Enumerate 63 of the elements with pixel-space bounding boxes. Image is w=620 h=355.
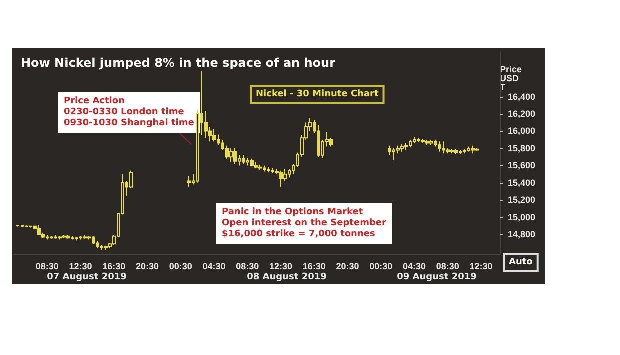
candlestick [212,129,216,142]
candlestick [187,176,191,188]
candlestick [463,148,466,154]
candlestick [404,142,408,151]
candlestick [62,234,66,239]
candlestick [421,138,425,144]
candlestick [229,148,233,163]
y-tick-label: 15,800 [508,143,536,154]
y-tick-label: 16,000 [508,126,536,136]
text: 08 August 2019 [247,272,327,282]
candlestick [471,145,475,154]
x-tick-label: 12:30 [470,262,493,272]
text: 07 August 2019 [47,272,127,282]
x-tick-label: 00:30 [169,262,192,272]
candlestick [104,245,108,251]
x-tick-label: 16:30 [302,262,326,272]
candlestick [454,148,458,156]
y-tick-label: 15,400 [508,178,536,188]
candlestick [429,139,433,146]
candlestick [25,225,28,228]
chart-title: How Nickel jumped 8% in the space of an hour [21,56,336,70]
y-tick-label: 14,800 [508,230,536,240]
annotation: Nickel - 30 Minute Chart [256,90,380,100]
candlestick [438,141,441,152]
text: 09 August 2019 [397,272,477,282]
candlestick [413,136,416,144]
annotation: Price Action 0230-0330 London time 0930-1030 Shanghai time [64,96,194,128]
y-tick-label: 15,200 [508,195,536,206]
candlestick [66,234,70,240]
candlestick [400,144,404,152]
candlestick [450,148,454,154]
candlestick [233,148,237,164]
candlestick [83,234,87,240]
x-tick-label: 08:30 [36,262,59,272]
x-tick-label: 04:30 [202,262,226,272]
candlestick [279,170,283,188]
x-tick-label: 00:30 [370,262,393,272]
candlestick [75,236,78,242]
candlestick [258,164,262,171]
candlestick [242,154,245,164]
x-tick-label: 20:30 [336,262,360,272]
x-tick-label: 12:30 [69,262,92,272]
x-tick-label: 16:30 [102,262,126,272]
y-tick-label: 15,000 [508,212,536,222]
annotation: Panic in the Options Market Open interest on the September $16,000 strike = 7,000 tonnes [222,208,387,240]
x-tick-label: 12:30 [269,262,293,272]
y-tick-label: 16,400 [508,92,536,102]
y-tick-label: 16,200 [508,109,536,120]
candlestick [58,236,62,240]
x-tick-label: 20:30 [136,262,160,272]
candlestick [37,224,41,236]
x-tick-label: 08:30 [436,262,460,272]
candlestick [50,236,53,240]
x-tick-label: 08:30 [236,262,260,272]
candlestick [87,236,91,240]
candlestick [250,158,254,168]
y-tick-label: 15,600 [508,160,536,171]
candlestick [254,162,258,169]
text: Auto [509,258,533,268]
x-tick-label: 04:30 [402,262,426,272]
candlestick [475,148,479,152]
candlestick [425,139,429,146]
candlestick [267,166,270,174]
